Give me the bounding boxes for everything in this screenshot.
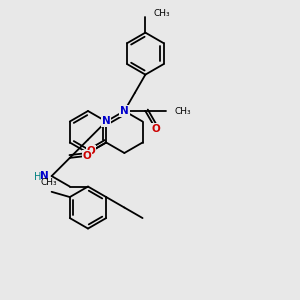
Text: N: N <box>120 106 129 116</box>
Text: O: O <box>152 124 160 134</box>
Text: CH₃: CH₃ <box>40 178 57 187</box>
Text: N: N <box>40 171 49 181</box>
Text: N: N <box>102 116 111 127</box>
Text: CH₃: CH₃ <box>174 106 191 116</box>
Text: O: O <box>83 151 92 161</box>
Text: CH₃: CH₃ <box>153 9 170 18</box>
Text: O: O <box>87 146 96 156</box>
Text: H: H <box>34 172 41 182</box>
